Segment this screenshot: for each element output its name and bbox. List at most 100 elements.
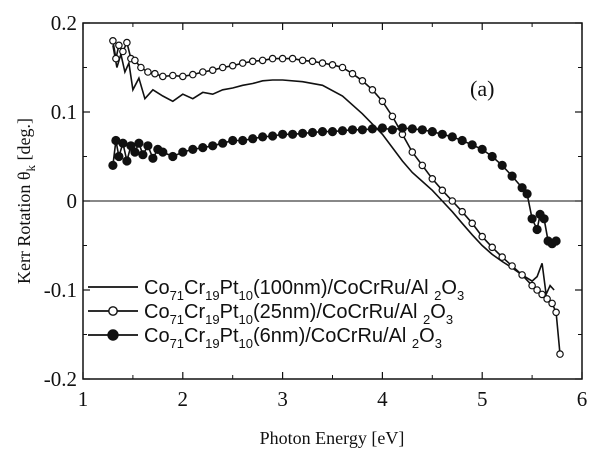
data-point [337, 126, 348, 136]
series-1 [112, 45, 555, 298]
data-point [478, 232, 487, 241]
data-point [123, 38, 131, 47]
data-point [527, 214, 537, 224]
y-tick-label: -0.2 [44, 367, 77, 391]
y-tick-label: -0.1 [44, 278, 77, 302]
data-point [556, 350, 564, 358]
legend-label: Co71Cr19Pt10(25nm)/CoCrRu/Al 2O3 [144, 301, 453, 327]
data-point [397, 123, 407, 133]
data-point [108, 160, 118, 170]
series-3 [108, 123, 561, 249]
data-point [358, 77, 367, 85]
data-point [134, 138, 144, 148]
data-point [109, 36, 117, 45]
data-point [327, 127, 338, 137]
data-point [538, 290, 546, 299]
data-point [179, 72, 187, 81]
data-point [437, 129, 447, 139]
data-point [168, 151, 178, 162]
data-point [517, 183, 527, 193]
data-point [357, 125, 367, 135]
data-point [119, 47, 127, 56]
data-point [208, 66, 217, 75]
y-axis-label: Kerr Rotation θk [deg.] [14, 118, 38, 284]
data-point [268, 54, 277, 63]
data-point [367, 124, 377, 134]
legend-marker [107, 329, 119, 341]
data-point [408, 148, 417, 156]
data-point [308, 57, 317, 66]
data-point [347, 125, 358, 135]
data-point [552, 308, 560, 317]
data-point [228, 61, 237, 70]
data-point [158, 147, 168, 157]
data-point [539, 214, 549, 224]
data-point [378, 97, 387, 106]
data-point [418, 161, 427, 170]
data-point [199, 68, 207, 76]
data-point [522, 189, 532, 199]
x-tick-label: 3 [277, 387, 288, 411]
data-point [151, 69, 159, 78]
data-point [487, 151, 497, 162]
legend-entry: Co71Cr19Pt10(25nm)/CoCrRu/Al 2O3 [88, 301, 453, 327]
data-point [131, 56, 139, 65]
data-point [288, 54, 297, 63]
data-point [428, 175, 437, 183]
data-point [368, 86, 377, 94]
data-point [258, 56, 267, 65]
data-point [114, 151, 124, 162]
y-tick-label: 0 [67, 189, 78, 213]
data-point [318, 59, 327, 67]
data-point [338, 63, 347, 72]
data-point [126, 141, 136, 151]
legend-entry: Co71Cr19Pt10(100nm)/CoCrRu/Al 2O3 [88, 277, 464, 303]
legend-marker [108, 306, 118, 316]
data-point [457, 135, 467, 146]
data-point [448, 197, 457, 205]
data-point [278, 129, 288, 139]
data-point [417, 125, 427, 135]
data-point [122, 156, 132, 166]
data-point [377, 123, 387, 133]
legend-entry: Co71Cr19Pt10(6nm)/CoCrRu/Al 2O3 [88, 325, 442, 351]
data-point [238, 59, 247, 67]
data-point [148, 153, 158, 163]
data-point [248, 57, 257, 66]
data-point [178, 147, 188, 157]
data-point [169, 71, 177, 80]
data-point [198, 143, 208, 153]
x-tick-label: 4 [377, 387, 388, 411]
data-point [115, 41, 123, 50]
data-point [258, 132, 268, 142]
legend-label: Co71Cr19Pt10(100nm)/CoCrRu/Al 2O3 [144, 277, 464, 303]
x-tick-label: 6 [577, 387, 588, 411]
data-point [533, 286, 541, 294]
data-point [488, 243, 497, 252]
data-point [137, 63, 145, 72]
data-point [497, 160, 507, 170]
data-point [498, 253, 507, 261]
data-point [288, 129, 298, 139]
data-point [307, 127, 318, 138]
x-axis-label: Photon Energy [eV] [260, 428, 405, 448]
data-point [317, 127, 328, 137]
data-point [477, 144, 487, 154]
data-point [468, 219, 477, 228]
data-point [278, 54, 287, 63]
data-point [143, 141, 153, 151]
data-point [112, 54, 120, 63]
data-point [543, 295, 551, 303]
x-tick-label: 1 [78, 387, 89, 411]
data-point [189, 70, 197, 79]
data-point [458, 207, 467, 216]
panel-label: (a) [470, 76, 494, 101]
data-point [507, 171, 517, 181]
data-point [298, 128, 308, 138]
data-point [188, 144, 198, 154]
data-point [208, 141, 218, 151]
data-point [467, 140, 477, 150]
series-2 [109, 36, 564, 358]
data-point [427, 127, 437, 137]
